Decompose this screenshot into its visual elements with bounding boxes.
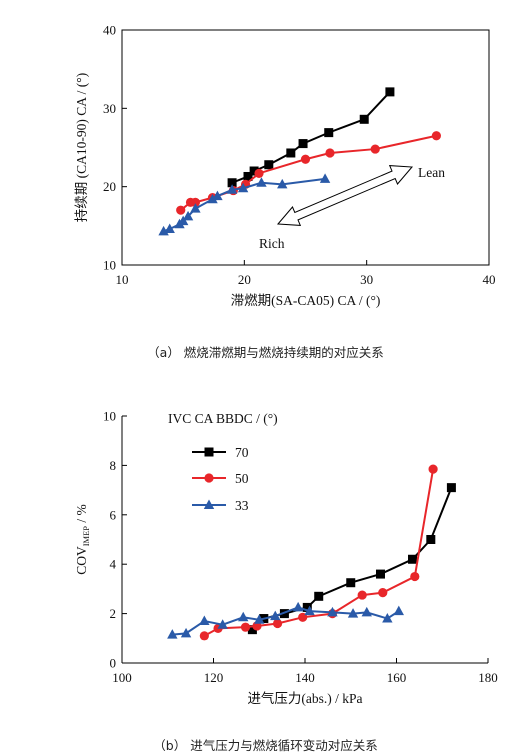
y-axis-label: 持续期 (CA10-90) CA / (°) <box>74 73 89 222</box>
y-tick-label: 8 <box>110 458 117 473</box>
series-0-point <box>286 148 296 158</box>
series-1-point <box>199 631 209 641</box>
legend-marker-70 <box>204 447 214 457</box>
series-2-point <box>319 173 331 183</box>
y-tick-label: 40 <box>103 23 116 38</box>
caption-b: （b） 进气压力与燃烧循环变动对应关系 <box>153 738 378 753</box>
series-2-point <box>277 178 288 189</box>
series-2-point <box>327 606 338 617</box>
series-0-point <box>385 87 395 97</box>
x-tick-label: 100 <box>112 670 132 685</box>
y-tick-label: 20 <box>103 179 116 194</box>
series-1-point <box>410 571 420 582</box>
x-tick-label: 40 <box>483 272 496 287</box>
series-1-point <box>370 144 380 154</box>
x-tick-label: 20 <box>238 272 251 287</box>
series-1-point <box>325 148 335 158</box>
rich-label: Rich <box>259 236 285 251</box>
x-tick-label: 120 <box>204 670 224 685</box>
x-tick-label: 30 <box>360 272 373 287</box>
series-1-point <box>378 588 388 598</box>
series-2-point <box>254 614 265 624</box>
y-tick-label: 6 <box>110 507 117 522</box>
series-1-point <box>272 618 283 629</box>
series-2-point <box>167 629 178 639</box>
series-2-point <box>226 184 238 194</box>
series-2-point <box>207 193 218 204</box>
y-tick-label: 4 <box>110 557 117 572</box>
caption-a: （a） 燃烧滞燃期与燃烧持续期的对应关系 <box>147 345 384 360</box>
series-1-point <box>190 197 200 207</box>
series-2-point <box>217 619 228 629</box>
series-0-point <box>249 166 259 176</box>
series-2-point <box>180 627 192 638</box>
series-0-point <box>302 602 312 612</box>
series-0-point <box>426 535 436 544</box>
legend-label-70: 70 <box>235 445 249 460</box>
x-axis-label: 滞燃期(SA-CA05) CA / (°) <box>231 292 381 308</box>
series-0-point <box>346 578 356 588</box>
series-2-point <box>270 610 281 621</box>
y-tick-label: 0 <box>110 656 117 671</box>
y-tick-label: 30 <box>103 101 116 116</box>
series-0-point <box>247 625 257 635</box>
legend-title: IVC CA BBDC / (°) <box>168 411 278 426</box>
y-tick-label: 10 <box>103 258 116 273</box>
plot-frame <box>121 29 490 266</box>
series-0-point <box>298 139 308 149</box>
y-tick-label: 2 <box>110 606 117 621</box>
series-2-point <box>212 190 223 201</box>
x-tick-label: 180 <box>478 670 498 685</box>
series-2-point <box>292 601 304 612</box>
series-1-point <box>357 590 367 600</box>
x-axis-label: 进气压力(abs.) / kPa <box>247 691 362 706</box>
legend-marker-33 <box>203 499 215 509</box>
x-tick-label: 160 <box>387 670 407 685</box>
y-tick-label: 10 <box>103 409 116 424</box>
series-1-point <box>431 131 441 141</box>
series-1-point <box>300 154 311 164</box>
series-2-point <box>164 223 175 233</box>
series-2-point <box>237 182 249 193</box>
series-0-point <box>243 171 253 181</box>
series-2-point <box>256 177 267 187</box>
series-2-point <box>361 606 372 617</box>
series-0-point <box>375 569 385 579</box>
x-tick-label: 10 <box>116 272 129 287</box>
chart-b: 100 120 140 160 180 0 2 4 6 8 10 进气压力(abs.) / kPa CO… <box>74 409 498 707</box>
lean-label: Lean <box>418 165 445 180</box>
series-2-point <box>393 605 404 616</box>
legend-label-50: 50 <box>235 471 249 486</box>
legend-marker-50 <box>204 473 214 483</box>
series-0-point <box>359 114 369 124</box>
double-arrow <box>276 165 414 226</box>
series-2-point <box>347 608 359 618</box>
series-1-point <box>254 168 264 178</box>
chart-a: 10 20 30 40 10 20 30 40 滞燃期(SA-CA05) CA / (°) 持续期… <box>74 23 496 309</box>
series-0-point <box>324 128 334 138</box>
series-2-point <box>182 210 194 221</box>
series-0-line <box>251 487 453 631</box>
series-0-point <box>408 554 418 564</box>
series-1-point <box>428 464 438 474</box>
series-2-point <box>304 605 315 616</box>
series-1-point <box>240 622 251 632</box>
series-0-point <box>314 591 324 601</box>
series-2-point <box>190 203 201 213</box>
series-2-point <box>199 615 210 626</box>
legend-label-33: 33 <box>235 498 249 513</box>
series-2-point <box>382 613 393 623</box>
series-0-point <box>264 160 274 170</box>
series-2-point <box>238 611 249 622</box>
series-0-point <box>446 483 456 493</box>
series-0-point <box>227 178 237 188</box>
series-1-point <box>176 205 186 215</box>
x-tick-label: 140 <box>295 670 315 685</box>
y-axis-label: COVIMEP / % <box>74 504 91 575</box>
